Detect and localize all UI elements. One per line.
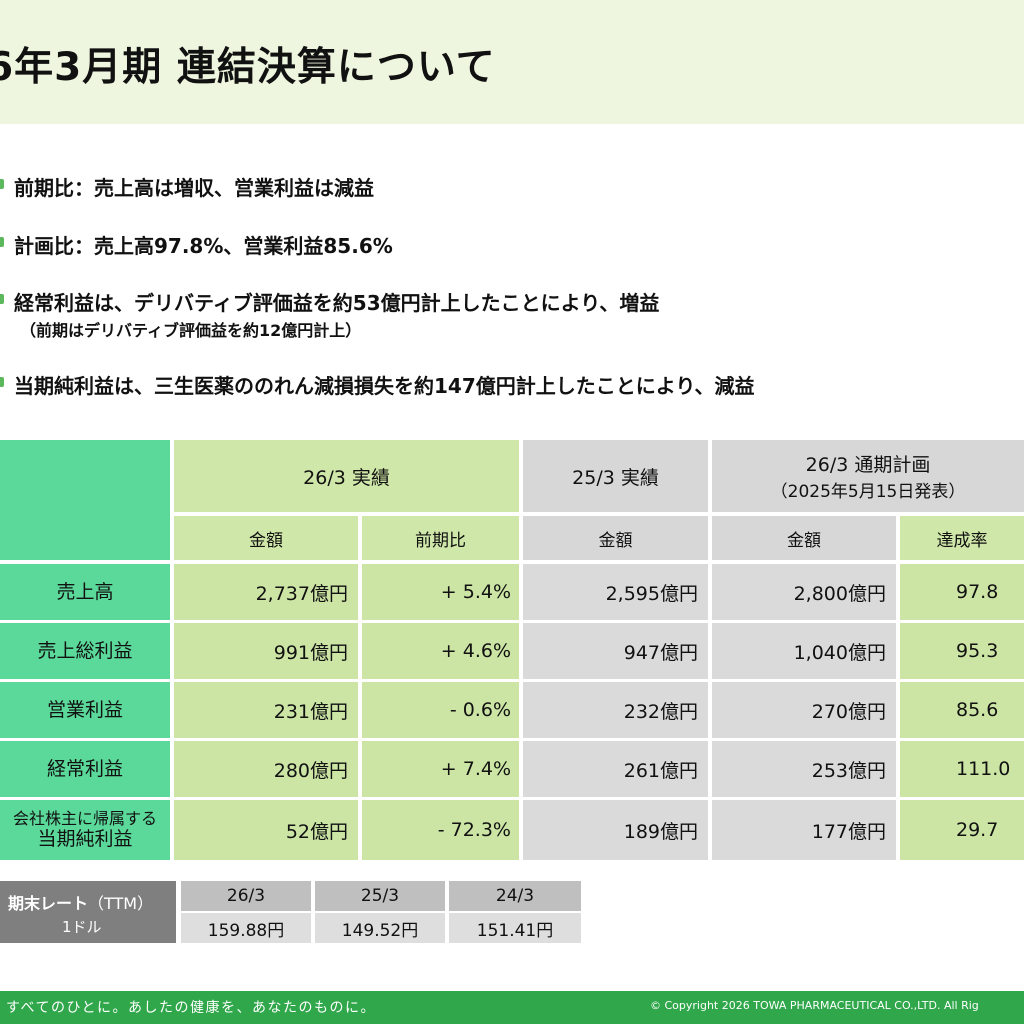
cell-amount: 991億円 — [174, 623, 358, 679]
cell-achievement: 85.6 — [900, 682, 1024, 738]
exchange-rate-label: 期末レート（TTM） 1ドル — [0, 881, 176, 943]
cell-achievement: 111.0 — [900, 741, 1024, 797]
cell-amount: 2,737億円 — [174, 564, 358, 620]
row-label: 経常利益 — [0, 741, 170, 797]
row-label-text: 会社株主に帰属する — [12, 809, 157, 828]
rate-value: 159.88円 — [181, 913, 311, 943]
row-label: 会社株主に帰属する 当期純利益 — [0, 800, 170, 860]
header-26-plan: 26/3 通期計画 （2025年5月15日発表） — [712, 440, 1024, 512]
cell-prev-amount: 189億円 — [523, 800, 708, 860]
cell-plan-amount: 177億円 — [712, 800, 896, 860]
cell-prev-amount: 261億円 — [523, 741, 708, 797]
rate-value: 149.52円 — [315, 913, 445, 943]
bullet-icon — [0, 179, 4, 189]
cell-achievement: 95.3 — [900, 623, 1024, 679]
rate-header: 24/3 — [449, 881, 581, 911]
cell-plan-amount: 253億円 — [712, 741, 896, 797]
row-label-text: 経常利益 — [46, 757, 123, 780]
bullet-text: 当期純利益は、三生医薬ののれん減損損失を約147億円計上したことにより、減益 — [14, 374, 755, 398]
bullet-text: 経常利益は、デリバティブ評価益を約53億円計上したことにより、増益 — [14, 291, 660, 315]
bullet-text: 計画比：売上高97.8%、営業利益85.6% — [14, 234, 393, 258]
rate-header: 26/3 — [181, 881, 311, 911]
cell-plan-amount: 2,800億円 — [712, 564, 896, 620]
cell-yoy: + 5.4% — [362, 564, 519, 620]
row-label-text: 当期純利益 — [37, 828, 133, 851]
rate-label-bold: 期末レート — [8, 894, 89, 913]
row-label: 売上高 — [0, 564, 170, 620]
row-label: 営業利益 — [0, 682, 170, 738]
rate-value: 151.41円 — [449, 913, 581, 943]
cell-achievement: 29.7 — [900, 800, 1024, 860]
subheader-plan-amount: 金額 — [712, 516, 896, 560]
cell-plan-amount: 270億円 — [712, 682, 896, 738]
cell-amount: 52億円 — [174, 800, 358, 860]
footer-copyright: © Copyright 2026 TOWA PHARMACEUTICAL CO.… — [650, 999, 979, 1012]
cell-yoy: + 7.4% — [362, 741, 519, 797]
bullet-subtext: （前期はデリバティブ評価益を約12億円計上） — [20, 321, 362, 340]
cell-prev-amount: 947億円 — [523, 623, 708, 679]
cell-plan-amount: 1,040億円 — [712, 623, 896, 679]
cell-prev-amount: 232億円 — [523, 682, 708, 738]
header-25-actual: 25/3 実績 — [523, 440, 708, 512]
bullet-icon — [0, 294, 4, 304]
subheader-prev-amount: 金額 — [523, 516, 708, 560]
row-label-text: 営業利益 — [46, 698, 123, 721]
cell-prev-amount: 2,595億円 — [523, 564, 708, 620]
rate-label-unit: 1ドル — [62, 918, 102, 936]
subheader-achievement: 達成率 — [900, 516, 1024, 560]
row-label-text: 売上高 — [56, 580, 114, 603]
bullet-icon — [0, 377, 4, 387]
page-title: 6年3月期 連結決算について — [0, 45, 496, 90]
cell-yoy: - 72.3% — [362, 800, 519, 860]
bullet-text: 前期比：売上高は増収、営業利益は減益 — [14, 176, 374, 200]
cell-amount: 280億円 — [174, 741, 358, 797]
cell-achievement: 97.8 — [900, 564, 1024, 620]
title-band: 6年3月期 連結決算について — [0, 0, 1024, 124]
bullet-icon — [0, 237, 4, 247]
header-26-plan-title: 26/3 通期計画 — [805, 454, 931, 476]
rate-label-ttm: （TTM） — [88, 894, 154, 913]
row-label: 売上総利益 — [0, 623, 170, 679]
footer: すべてのひとに。あしたの健康を、あなたのものに。 © Copyright 202… — [0, 991, 1024, 1024]
cell-yoy: + 4.6% — [362, 623, 519, 679]
header-26-actual: 26/3 実績 — [174, 440, 519, 512]
header-26-plan-date: （2025年5月15日発表） — [770, 482, 966, 502]
footer-slogan: すべてのひとに。あしたの健康を、あなたのものに。 — [6, 1000, 377, 1016]
rate-header: 25/3 — [315, 881, 445, 911]
subheader-amount: 金額 — [174, 516, 358, 560]
table-corner — [0, 440, 170, 560]
row-label-text: 売上総利益 — [37, 639, 133, 662]
subheader-yoy: 前期比 — [362, 516, 519, 560]
cell-yoy: - 0.6% — [362, 682, 519, 738]
cell-amount: 231億円 — [174, 682, 358, 738]
